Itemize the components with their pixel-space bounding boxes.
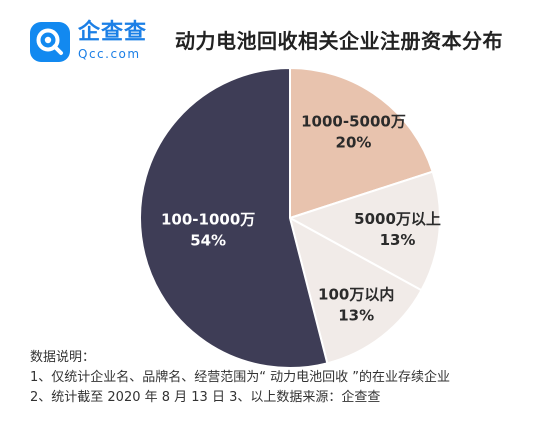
slice-label-1: 5000万以上: [354, 210, 441, 228]
data-notes: 数据说明： 1、仅统计企业名、品牌名、经营范围为“ 动力电池回收 ”的在业存续企…: [30, 348, 450, 408]
slice-label-3: 100-1000万: [161, 210, 255, 228]
slice-value-label-0: 20%: [336, 134, 372, 152]
slice-label-0: 1000-5000万: [301, 113, 406, 131]
brand-domain: Qcc.com: [78, 47, 141, 61]
slice-value-label-3: 54%: [190, 231, 226, 249]
notes-line-2: 2、统计截至 2020 年 8 月 13 日 3、以上数据来源：企查查: [30, 390, 381, 405]
pie-slice-1: [287, 170, 441, 292]
header: 企查查 Qcc.com 动力电池回收相关企业注册资本分布: [0, 0, 557, 80]
qcc-logo-icon: [30, 22, 70, 62]
brand-name: 企查查: [78, 20, 148, 45]
pie-slice-0: [289, 66, 434, 220]
slice-value-label-2: 13%: [338, 306, 374, 324]
pie-slice-3: [139, 66, 329, 369]
notes-heading: 数据说明：: [30, 350, 96, 365]
pie-slice-2: [288, 216, 423, 365]
notes-line-1: 1、仅统计企业名、品牌名、经营范围为“ 动力电池回收 ”的在业存续企业: [30, 370, 451, 385]
chart-title: 动力电池回收相关企业注册资本分布: [175, 29, 503, 53]
slice-value-label-1: 13%: [380, 231, 416, 249]
slice-label-2: 100万以内: [318, 285, 394, 303]
